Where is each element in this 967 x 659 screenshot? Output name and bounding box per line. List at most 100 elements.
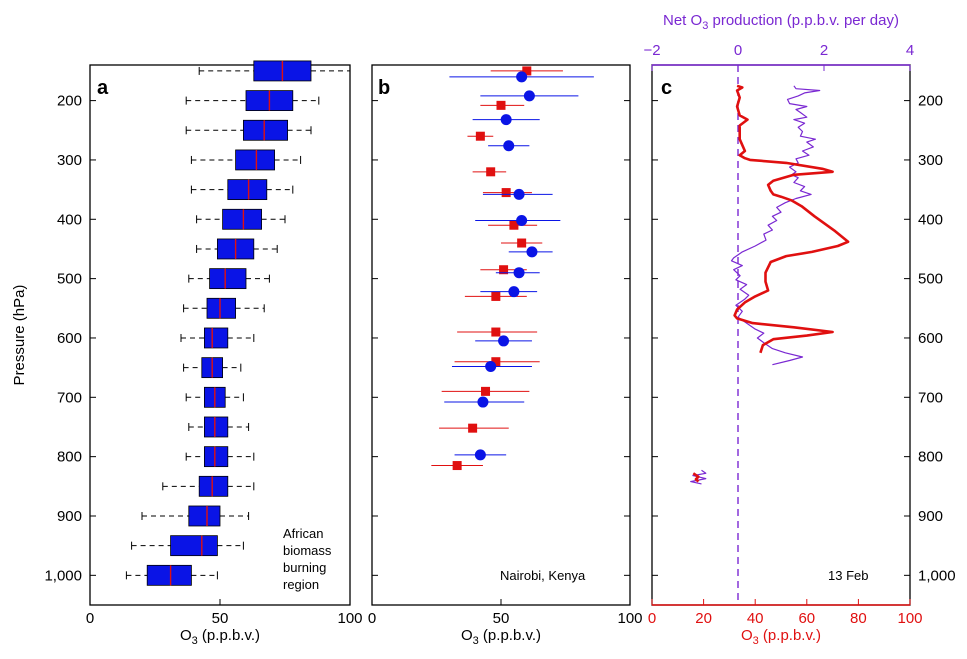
iqr-box — [203, 446, 229, 468]
panel-c: c 0 20 40 60 80 100 −2 0 2 4 200 300 400 500 600 700 8… — [643, 12, 955, 647]
panel-a-letter: a — [97, 77, 109, 99]
x-tick-label: 0 — [368, 610, 376, 627]
data-point-circle — [503, 140, 515, 152]
box-350 — [190, 179, 294, 201]
y-tick-label: 600 — [918, 330, 943, 347]
series-o3 — [692, 84, 850, 483]
panel-c-letter: c — [661, 77, 672, 99]
series-square — [431, 66, 563, 471]
x-tick-label: 100 — [897, 610, 922, 627]
data-point-square — [475, 131, 485, 141]
box-250 — [185, 119, 312, 141]
box-850 — [162, 475, 255, 497]
data-point-square — [522, 66, 532, 76]
y-tick-label: 900 — [918, 508, 943, 525]
top-tick-label: 4 — [906, 42, 914, 59]
data-point-circle — [498, 335, 510, 347]
box-500 — [188, 268, 270, 290]
panel-a-annotation: African biomass burning region — [283, 526, 332, 592]
panel-b-x-axis-label: O3 (p.p.b.v.) — [461, 627, 541, 647]
panel-b-points — [431, 66, 594, 471]
box-700 — [185, 386, 244, 408]
x-tick-label: 60 — [798, 610, 815, 627]
annotation-line: region — [283, 577, 319, 592]
panel-c-frame — [651, 64, 911, 606]
annotation-line: biomass — [283, 543, 332, 558]
iqr-box — [242, 119, 288, 141]
data-point-square — [501, 188, 511, 198]
panel-c-top-ticks: −2 0 2 4 — [643, 42, 914, 71]
box-450 — [196, 238, 278, 260]
data-point-circle — [477, 396, 489, 408]
x-tick-label: 50 — [493, 610, 510, 627]
box-800 — [185, 446, 255, 468]
annotation-line: African — [283, 526, 323, 541]
x-tick-label: 50 — [212, 610, 229, 627]
x-tick-label: 0 — [648, 610, 656, 627]
y-tick-label: 200 — [918, 93, 943, 110]
panel-a-x-axis-label: O3 (p.p.b.v.) — [180, 627, 260, 647]
iqr-box — [203, 416, 229, 438]
box-1000 — [125, 564, 218, 586]
series-net-production — [690, 85, 821, 485]
y-tick-label: 500 — [918, 271, 943, 288]
panel-b-x-ticks: 0 50 100 — [368, 599, 643, 627]
y-tick-label: 400 — [918, 211, 943, 228]
x-tick-label: 100 — [617, 610, 642, 627]
iqr-box — [170, 535, 218, 557]
panel-c-bottom-ticks: 0 20 40 60 80 100 — [648, 599, 923, 627]
panel-a-y-ticks: 200 300 400 500 600 700 800 900 1,000 — [44, 93, 96, 584]
x-tick-label: 40 — [747, 610, 764, 627]
data-point-circle — [516, 71, 528, 83]
data-point-circle — [516, 214, 528, 226]
data-point-square — [468, 423, 478, 433]
data-point-circle — [523, 90, 535, 102]
iqr-box — [209, 268, 247, 290]
top-tick-label: −2 — [643, 42, 660, 59]
box-600 — [180, 327, 255, 349]
data-point-circle — [485, 360, 497, 372]
y-tick-label: 1,000 — [44, 567, 82, 584]
o3-line — [733, 84, 850, 354]
box-300 — [190, 149, 302, 171]
x-tick-label: 80 — [850, 610, 867, 627]
panel-c-top-axis-label: Net O3 production (p.p.b.v. per day) — [663, 12, 899, 32]
panel-a-boxes — [125, 60, 351, 586]
y-tick-label: 700 — [57, 389, 82, 406]
box-550 — [183, 297, 265, 319]
panel-b: b 0 50 100 O3 (p.p.b.v.) Nairobi, Kenya — [368, 64, 643, 647]
iqr-box — [222, 208, 263, 230]
y-tick-label: 300 — [57, 152, 82, 169]
y-tick-label: 200 — [57, 93, 82, 110]
y-tick-label: 600 — [57, 330, 82, 347]
o3-line — [692, 472, 700, 483]
panel-b-annotation: Nairobi, Kenya — [500, 568, 586, 583]
y-tick-label: 700 — [918, 389, 943, 406]
x-tick-label: 20 — [695, 610, 712, 627]
data-point-square — [491, 291, 501, 301]
iqr-box — [198, 475, 229, 497]
data-point-circle — [513, 267, 525, 279]
data-point-circle — [500, 114, 512, 126]
panel-a: a 0 50 100 200 300 400 500 600 700 800 900 1,000 P… — [11, 60, 363, 647]
iqr-box — [203, 327, 229, 349]
data-point-circle — [474, 449, 486, 461]
data-point-square — [452, 461, 462, 471]
data-point-circle — [526, 246, 538, 258]
iqr-box — [235, 149, 276, 171]
y-tick-label: 900 — [57, 508, 82, 525]
box-950 — [131, 535, 244, 557]
panel-c-x-axis-label: O3 (p.p.b.v.) — [741, 627, 821, 647]
data-point-square — [496, 100, 506, 110]
panel-c-y-ticks: 200 300 400 500 600 700 800 900 1,000 — [652, 93, 956, 584]
data-point-square — [486, 167, 496, 177]
iqr-box — [146, 564, 192, 586]
data-point-square — [491, 327, 501, 337]
iqr-box — [188, 505, 221, 527]
production-line — [730, 85, 821, 366]
top-tick-label: 0 — [734, 42, 742, 59]
y-tick-label: 300 — [918, 152, 943, 169]
y-tick-label: 800 — [918, 449, 943, 466]
box-200 — [185, 90, 320, 112]
